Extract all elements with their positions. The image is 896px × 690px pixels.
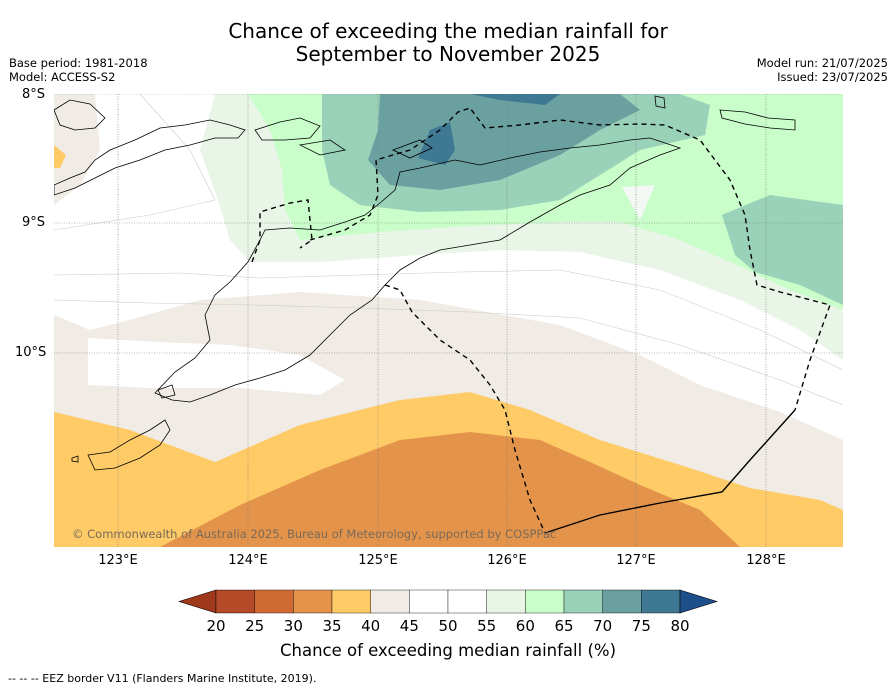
colorbar-tick-label: 45 bbox=[399, 617, 419, 635]
colorbar-tick-label: 65 bbox=[554, 617, 574, 635]
colorbar-segment bbox=[641, 589, 681, 614]
zone-white-west bbox=[88, 338, 345, 395]
map-title: Chance of exceeding the median rainfall … bbox=[0, 20, 896, 66]
zone-30-35 bbox=[160, 432, 740, 547]
colorbar-tick-label: 50 bbox=[438, 617, 458, 635]
zone-nw-beige bbox=[54, 94, 100, 205]
lat-label-9s: 9°S bbox=[22, 215, 46, 230]
rote-island bbox=[87, 419, 171, 471]
colorbar-extend-high bbox=[679, 589, 719, 614]
copyright-text: © Commonwealth of Australia 2025, Bureau… bbox=[72, 527, 557, 541]
colorbar-extend-low bbox=[177, 589, 217, 614]
lon-label-125e: 125°E bbox=[358, 553, 398, 568]
colorbar-tick-label: 20 bbox=[206, 617, 226, 635]
colorbar-tick-label: 60 bbox=[515, 617, 535, 635]
model-info-right: Model run: 21/07/2025 Issued: 23/07/2025 bbox=[757, 56, 888, 84]
colorbar-tick-label: 70 bbox=[593, 617, 613, 635]
colorbar-tick-label: 30 bbox=[283, 617, 303, 635]
colorbar-segment bbox=[254, 589, 294, 614]
map-plot-area bbox=[54, 94, 843, 547]
colorbar-title: Chance of exceeding median rainfall (%) bbox=[279, 641, 617, 660]
eez-border-solid bbox=[544, 409, 796, 534]
colorbar-segment bbox=[409, 589, 449, 614]
model-info-left: Base period: 1981-2018 Model: ACCESS-S2 bbox=[9, 56, 148, 84]
colorbar-segment bbox=[563, 589, 603, 614]
lon-label-128e: 128°E bbox=[746, 553, 786, 568]
issued-text: Issued: 23/07/2025 bbox=[777, 70, 888, 84]
zone-75-80-b bbox=[418, 122, 455, 165]
colorbar-tick-label: 80 bbox=[670, 617, 690, 635]
colorbar-segment bbox=[293, 589, 333, 614]
colorbar-tick-label: 25 bbox=[245, 617, 265, 635]
colorbar-segment bbox=[525, 589, 565, 614]
lon-label-127e: 127°E bbox=[616, 553, 656, 568]
zone-70-75 bbox=[368, 94, 640, 190]
colorbar-segment bbox=[215, 589, 255, 614]
colorbar-segment bbox=[447, 589, 487, 614]
zone-east-teal bbox=[722, 195, 843, 305]
colorbar-tick-label: 55 bbox=[477, 617, 497, 635]
colorbar-tick-label: 40 bbox=[361, 617, 381, 635]
graticule bbox=[54, 94, 843, 547]
northern-islands bbox=[54, 119, 246, 196]
islet-b bbox=[71, 455, 79, 463]
lat-label-10s: 10°S bbox=[15, 345, 47, 360]
colorbar bbox=[177, 589, 719, 614]
colorbar-segment bbox=[370, 589, 410, 614]
islet-a bbox=[157, 384, 176, 399]
model-text: Model: ACCESS-S2 bbox=[9, 70, 116, 84]
colorbar-segment bbox=[602, 589, 642, 614]
timor-island bbox=[154, 137, 682, 403]
base-period-text: Base period: 1981-2018 bbox=[9, 56, 148, 70]
model-run-text: Model run: 21/07/2025 bbox=[756, 56, 888, 70]
colorbar-tick-label: 35 bbox=[322, 617, 342, 635]
lon-label-123e: 123°E bbox=[98, 553, 138, 568]
title-line-1: Chance of exceeding the median rainfall … bbox=[228, 19, 668, 43]
zone-white-patch bbox=[622, 185, 655, 220]
lon-label-126e: 126°E bbox=[487, 553, 527, 568]
colorbar-segment bbox=[486, 589, 526, 614]
eez-border-dashed bbox=[251, 107, 831, 534]
lon-label-124e: 124°E bbox=[228, 553, 268, 568]
colorbar-tick-label: 75 bbox=[631, 617, 651, 635]
zone-nw-yellow bbox=[54, 145, 66, 168]
eez-footnote: -- -- -- EEZ border V11 (Flanders Marine… bbox=[8, 672, 317, 685]
colorbar-segment bbox=[331, 589, 371, 614]
lat-label-8s: 8°S bbox=[22, 87, 46, 102]
title-line-2: September to November 2025 bbox=[295, 42, 601, 66]
zone-75-80 bbox=[470, 94, 560, 105]
